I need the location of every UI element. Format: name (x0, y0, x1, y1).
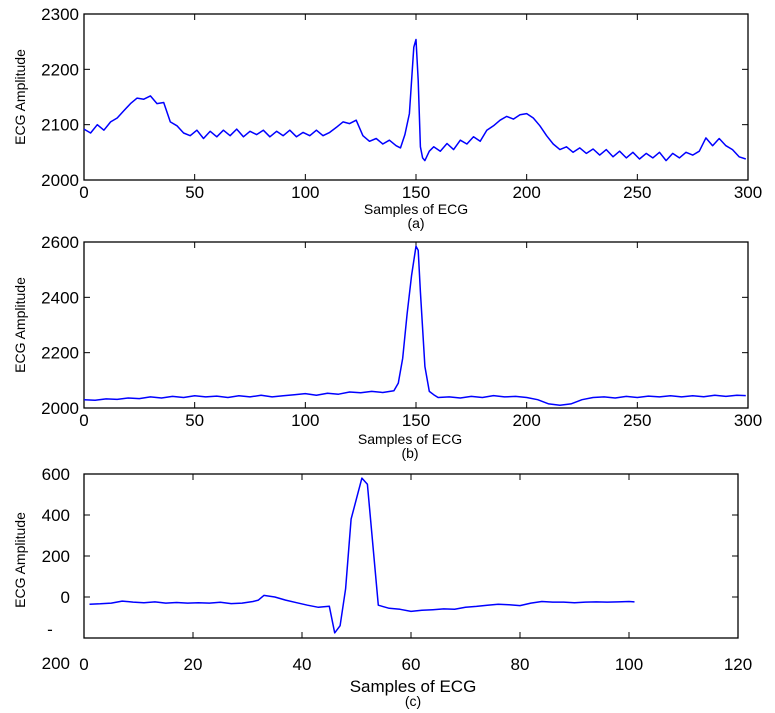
x-tick-label: 100 (291, 183, 319, 202)
y-tick-label-wrap-value: 200 (42, 654, 70, 673)
x-ticks-b: 0 50 100 150 200 250 300 (79, 242, 762, 430)
y-tick-label: 2100 (41, 116, 79, 135)
x-ticks-a: 0 50 100 150 200 250 300 (79, 14, 762, 202)
ecg-series-line-b (83, 245, 746, 406)
x-tick-label: 100 (291, 411, 319, 430)
x-tick-label: 250 (623, 411, 651, 430)
x-tick-label: 80 (511, 655, 530, 674)
y-tick-label: 600 (42, 465, 70, 484)
y-tick-label: 2600 (41, 233, 79, 252)
y-tick-label: 2200 (41, 344, 79, 363)
x-tick-label: 60 (402, 655, 421, 674)
chart-panel-b: 0 50 100 150 200 250 300 2000 2200 2400 2600 ECG … (12, 233, 762, 461)
x-tick-label: 0 (79, 183, 88, 202)
x-tick-label: 300 (734, 183, 762, 202)
x-tick-label: 120 (724, 655, 752, 674)
y-tick-label: 400 (42, 506, 70, 525)
x-tick-label: 20 (184, 655, 203, 674)
x-tick-label: 150 (402, 411, 430, 430)
x-axis-label-b: Samples of ECG (358, 431, 462, 447)
y-tick-label: 2000 (41, 171, 79, 190)
ecg-series-line-a (83, 38, 747, 162)
x-tick-label: 0 (79, 655, 88, 674)
x-tick-label: 300 (734, 411, 762, 430)
y-axis-label-c: ECG Amplitude (12, 512, 28, 608)
x-tick-label: 50 (185, 411, 204, 430)
x-axis-label-a: Samples of ECG (364, 201, 468, 217)
x-ticks-c: 0 20 40 60 80 100 120 (79, 474, 752, 674)
y-tick-label: 0 (61, 588, 70, 607)
x-tick-label: 40 (293, 655, 312, 674)
y-tick-label-wrap-sign: - (47, 620, 53, 639)
x-tick-label: 250 (623, 183, 651, 202)
y-tick-label: 2400 (41, 288, 79, 307)
y-ticks-a: 2000 2100 2200 2300 (41, 5, 748, 190)
caption-c: (c) (405, 693, 421, 709)
chart-panel-a: 0 50 100 150 200 250 300 2000 2100 2200 2300 ECG … (12, 5, 762, 231)
plot-frame-c (83, 473, 739, 639)
y-ticks-b: 2000 2200 2400 2600 (41, 233, 748, 418)
caption-b: (b) (401, 445, 418, 461)
plot-frame-b (83, 241, 749, 409)
caption-a: (a) (407, 215, 424, 231)
x-tick-label: 0 (79, 411, 88, 430)
x-tick-label: 100 (615, 655, 643, 674)
y-tick-label: 2000 (41, 399, 79, 418)
y-axis-label-a: ECG Amplitude (12, 49, 28, 145)
ecg-series-line-c (89, 477, 635, 634)
y-tick-label: 200 (42, 547, 70, 566)
x-axis-label-c: Samples of ECG (350, 677, 477, 696)
y-tick-label: 2200 (41, 60, 79, 79)
y-axis-label-b: ECG Amplitude (12, 277, 28, 373)
y-tick-label: 2300 (41, 5, 79, 24)
x-tick-label: 200 (512, 411, 540, 430)
x-tick-label: 50 (185, 183, 204, 202)
x-tick-label: 200 (512, 183, 540, 202)
x-tick-label: 150 (402, 183, 430, 202)
